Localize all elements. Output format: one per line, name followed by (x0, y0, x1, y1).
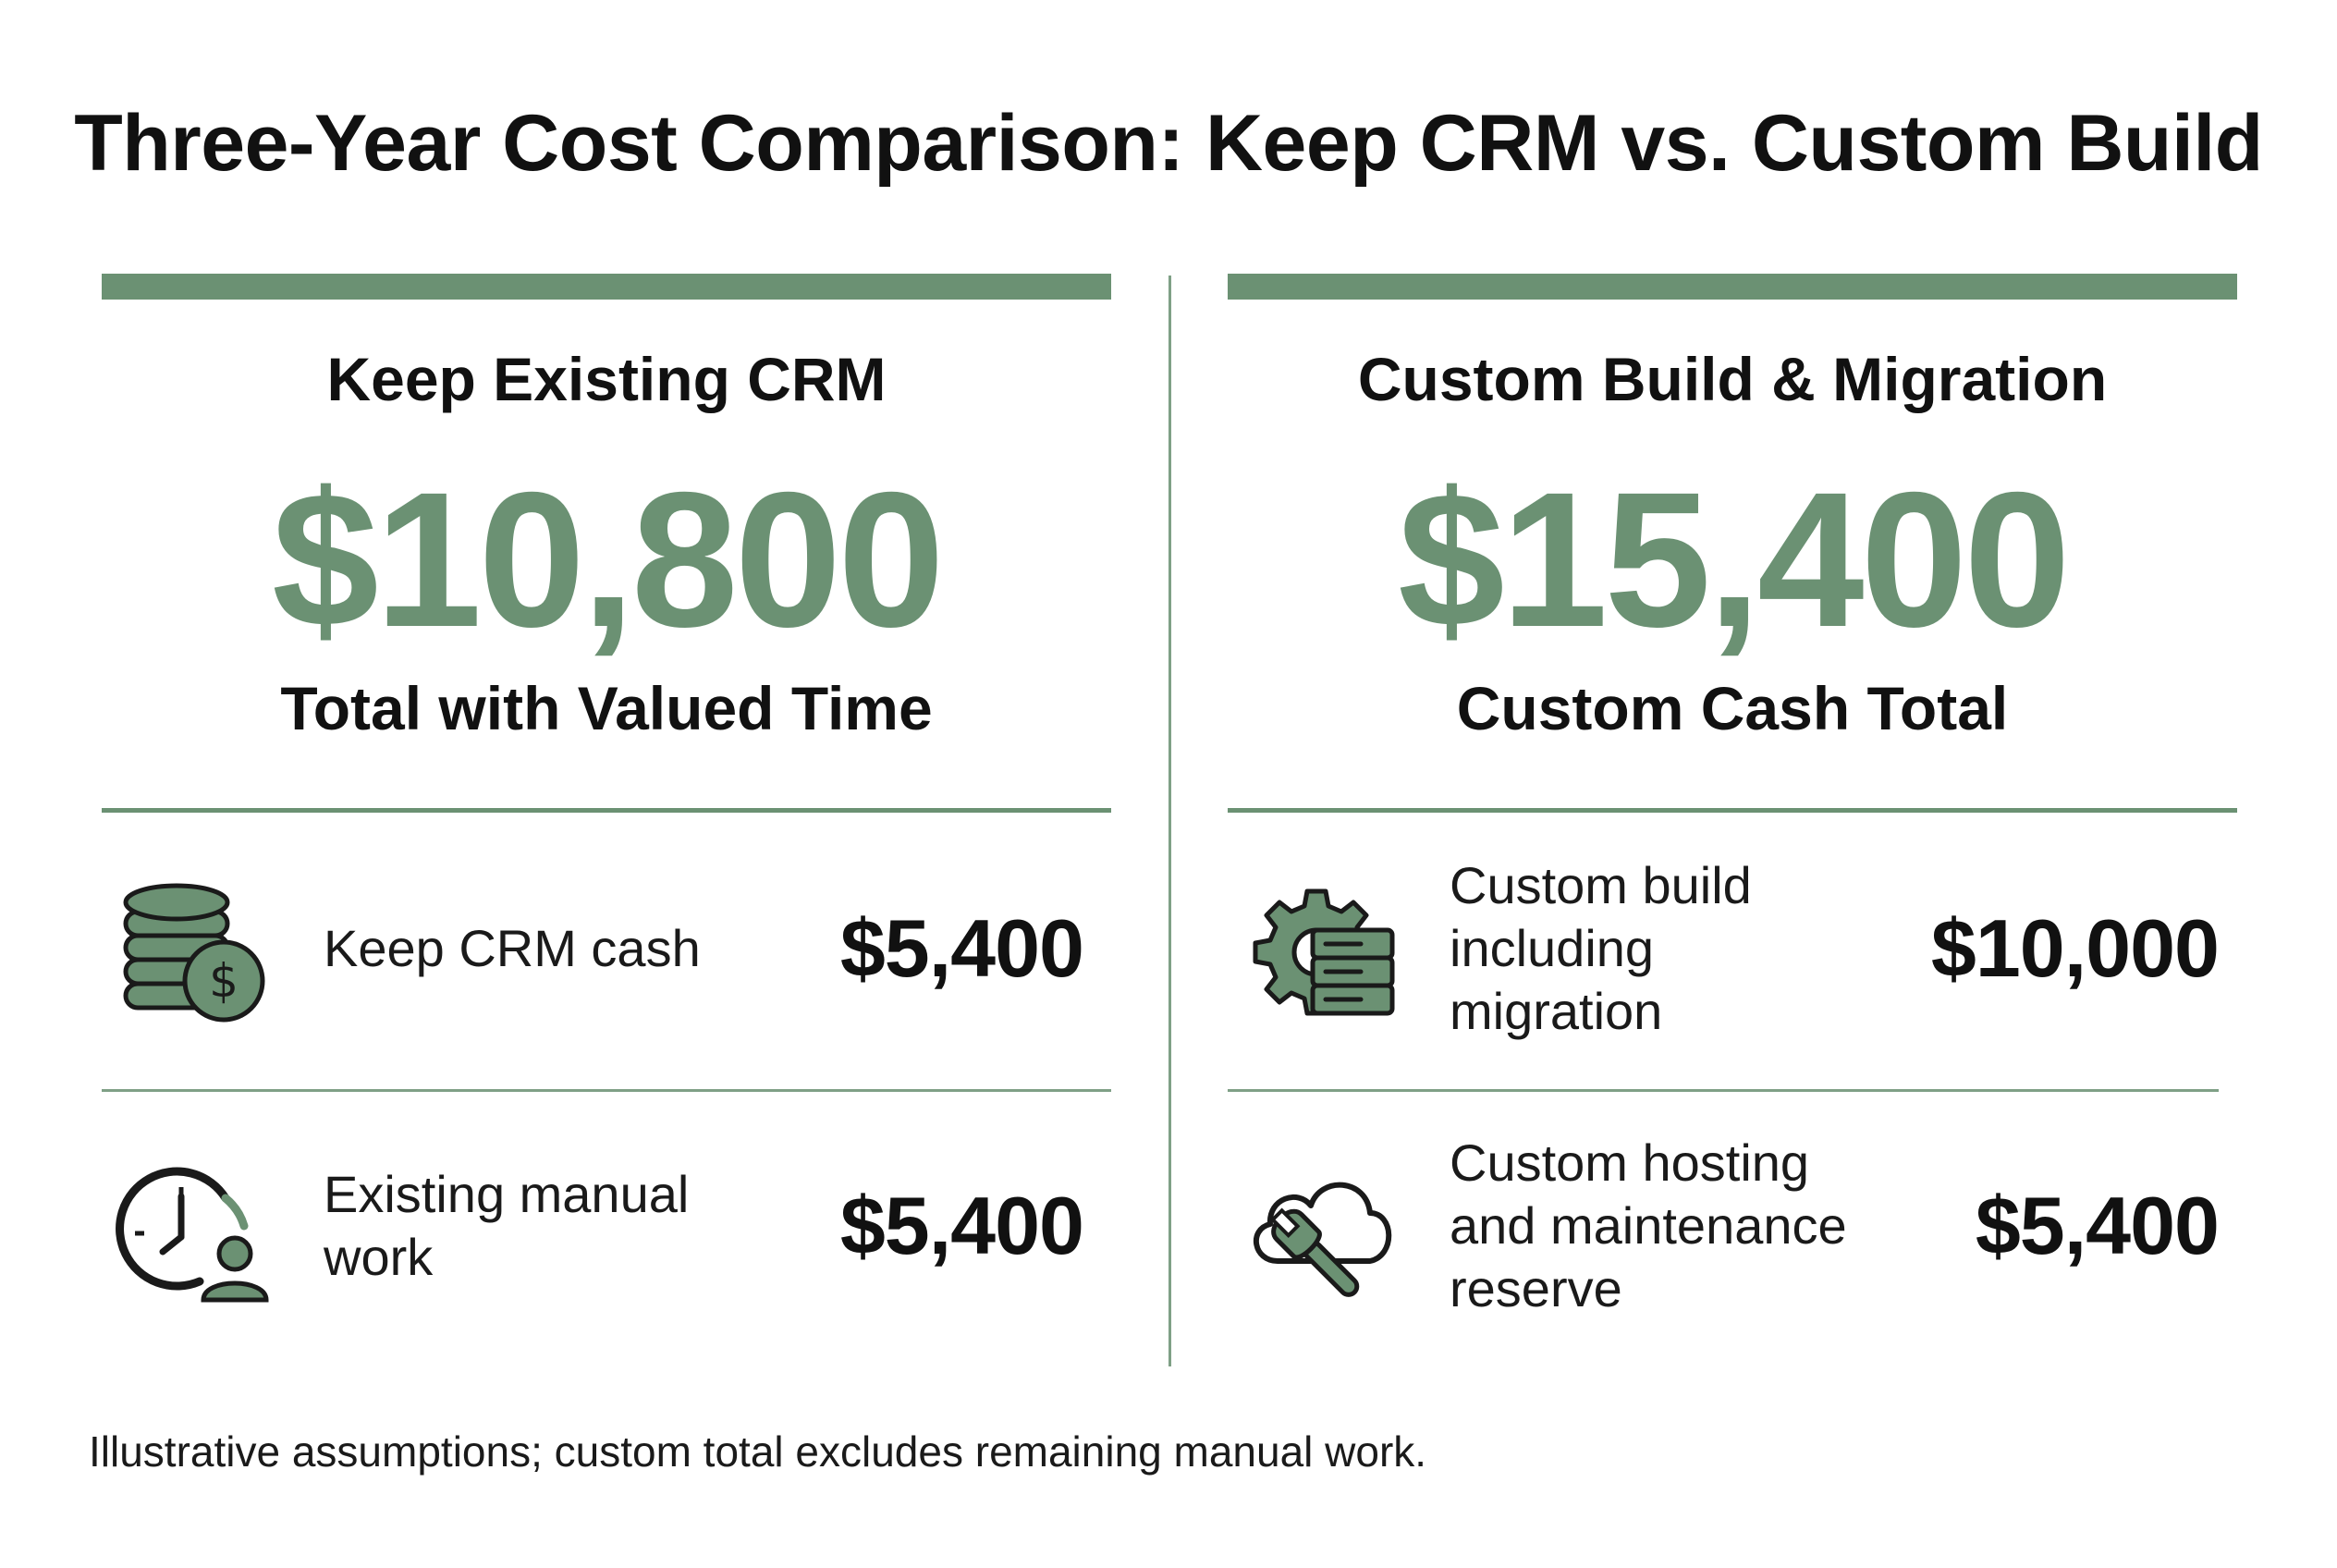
panel-accent-bar (102, 274, 1111, 300)
cost-item: Custom hosting and maintenance reserve $… (1228, 1106, 2237, 1346)
svg-text:$: $ (209, 954, 239, 1008)
total-label: Custom Cash Total (1456, 674, 2009, 742)
gear-server-icon (1241, 875, 1398, 1032)
cost-item-value: $10,000 (1930, 902, 2220, 994)
row-divider (102, 1089, 1111, 1092)
cloud-wrench-icon (1241, 1152, 1398, 1309)
total-amount: $15,400 (1398, 453, 2071, 668)
panel-accent-bar (1228, 274, 2237, 300)
coin-stack-dollar-icon: $ (115, 875, 272, 1032)
column-separator (1168, 276, 1171, 1366)
custom-build-panel: Custom Build & Migration $15,400 Custom … (1228, 274, 2237, 1365)
clock-person-icon (115, 1152, 272, 1309)
total-amount: $10,800 (272, 453, 945, 668)
cost-item: $ Keep CRM cash $5,400 (102, 828, 1111, 1069)
cost-item-value: $5,400 (839, 902, 1084, 994)
cost-item-label: Custom hosting and maintenance reserve (1450, 1133, 1847, 1317)
panel-divider (1228, 808, 2237, 813)
footnote: Illustrative assumptions; custom total e… (89, 1427, 1427, 1476)
cost-item-value: $5,400 (839, 1180, 1084, 1271)
cost-item-label: Existing manual work (324, 1165, 690, 1286)
cost-item-label: Custom build including migration (1450, 856, 1752, 1040)
cost-item-value: $5,400 (1975, 1180, 2220, 1271)
panel-heading: Custom Build & Migration (1357, 345, 2108, 413)
cost-item: Existing manual work $5,400 (102, 1106, 1111, 1346)
cost-item: Custom build including migration $10,000 (1228, 828, 2237, 1069)
cost-item-label: Keep CRM cash (324, 919, 701, 977)
panel-heading: Keep Existing CRM (326, 345, 887, 413)
total-label: Total with Valued Time (280, 674, 933, 742)
keep-crm-panel: Keep Existing CRM $10,800 Total with Val… (102, 274, 1111, 1365)
row-divider (1228, 1089, 2219, 1092)
page-title: Three-Year Cost Comparison: Keep CRM vs.… (74, 99, 2263, 188)
panel-divider (102, 808, 1111, 813)
